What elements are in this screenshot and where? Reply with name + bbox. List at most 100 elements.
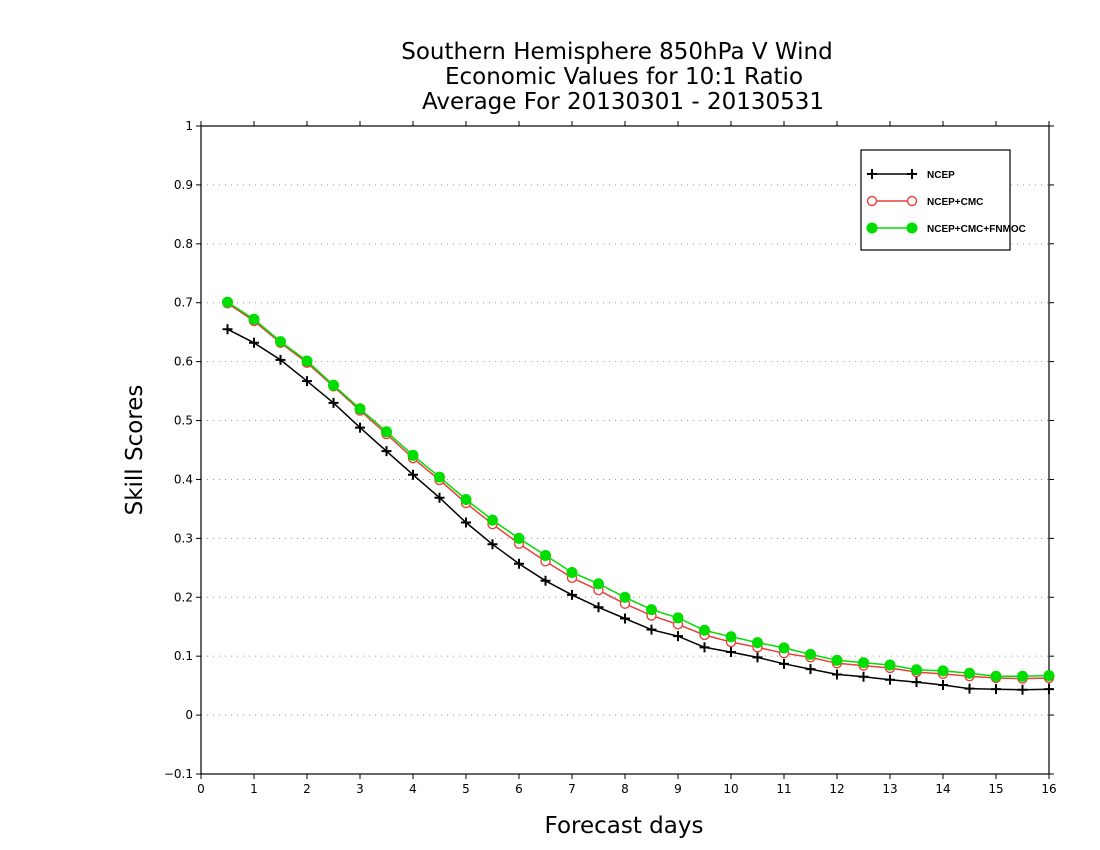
data-point bbox=[1017, 670, 1028, 682]
y-axis-title: Skill Scores bbox=[122, 385, 148, 516]
data-point bbox=[487, 539, 498, 550]
data-point bbox=[460, 493, 472, 505]
series-line bbox=[227, 328, 1050, 691]
data-point bbox=[275, 336, 286, 348]
legend-marker bbox=[866, 195, 878, 207]
y-tick-label: 0 bbox=[185, 708, 193, 722]
data-point bbox=[884, 659, 896, 671]
data-point bbox=[302, 376, 312, 387]
x-tick-label: 2 bbox=[303, 782, 311, 796]
data-point bbox=[831, 654, 843, 666]
y-tick-label: 0.1 bbox=[174, 649, 193, 663]
legend-marker bbox=[906, 195, 918, 207]
series-2 bbox=[222, 296, 1055, 682]
series-line bbox=[227, 302, 1050, 680]
data-point bbox=[381, 446, 392, 457]
data-point bbox=[355, 422, 365, 433]
data-point bbox=[248, 313, 260, 325]
title-line-2: Economic Values for 10:1 Ratio bbox=[445, 64, 803, 90]
data-point bbox=[990, 670, 1002, 682]
data-point bbox=[938, 680, 948, 691]
data-point bbox=[328, 379, 339, 391]
data-point bbox=[301, 355, 313, 367]
title-line-3: Average For 20130301 - 20130531 bbox=[422, 89, 824, 115]
legend-label: NCEP+CMC+FNMOC bbox=[927, 224, 1026, 235]
x-tick-label: 12 bbox=[829, 782, 844, 796]
data-point bbox=[1043, 670, 1055, 682]
data-point bbox=[646, 604, 657, 616]
data-point bbox=[832, 669, 842, 680]
legend-label: NCEP+CMC bbox=[927, 197, 983, 208]
data-point bbox=[752, 652, 763, 663]
x-tick-label: 15 bbox=[988, 782, 1003, 796]
x-tick-label: 4 bbox=[409, 782, 417, 796]
data-point bbox=[646, 624, 657, 635]
x-tick-label: 10 bbox=[723, 782, 738, 796]
data-point bbox=[566, 567, 578, 579]
data-point bbox=[991, 684, 1001, 695]
x-tick-label: 13 bbox=[882, 782, 897, 796]
data-point bbox=[885, 674, 895, 685]
data-point bbox=[461, 517, 471, 528]
data-point bbox=[408, 469, 418, 480]
y-tick-label: 1 bbox=[185, 119, 193, 133]
data-point bbox=[222, 324, 233, 335]
data-point bbox=[964, 683, 975, 694]
data-point bbox=[699, 624, 710, 636]
data-point bbox=[249, 337, 259, 348]
x-tick-label: 6 bbox=[515, 782, 523, 796]
data-point bbox=[805, 664, 816, 675]
data-point bbox=[779, 658, 789, 669]
data-point bbox=[964, 667, 975, 679]
data-point bbox=[567, 589, 577, 600]
data-point bbox=[593, 578, 604, 590]
chart-title: Southern Hemisphere 850hPa V Wind Econom… bbox=[401, 39, 832, 115]
data-point bbox=[725, 631, 737, 643]
y-tick-label: 0.4 bbox=[174, 472, 193, 486]
data-point bbox=[354, 403, 366, 415]
data-point bbox=[275, 354, 286, 365]
data-point bbox=[672, 612, 684, 624]
title-line-1: Southern Hemisphere 850hPa V Wind bbox=[401, 39, 832, 65]
data-point bbox=[699, 642, 710, 653]
data-point bbox=[911, 677, 922, 688]
data-point bbox=[619, 591, 631, 603]
data-point bbox=[858, 657, 869, 669]
grid-lines bbox=[201, 184, 1049, 716]
y-tick-label: −0.1 bbox=[164, 767, 193, 781]
x-tick-label: 5 bbox=[462, 782, 470, 796]
y-tick-label: 0.7 bbox=[174, 296, 193, 310]
data-point bbox=[434, 492, 445, 503]
data-point bbox=[673, 631, 683, 642]
data-point bbox=[858, 671, 869, 682]
series-1 bbox=[222, 298, 1055, 684]
y-tick-label: 0.3 bbox=[174, 531, 193, 545]
x-axis-title: Forecast days bbox=[545, 813, 704, 839]
data-point bbox=[726, 647, 736, 658]
legend-label: NCEP bbox=[927, 170, 955, 181]
x-tick-label: 14 bbox=[935, 782, 950, 796]
x-tick-label: 11 bbox=[776, 782, 791, 796]
data-point bbox=[434, 471, 445, 483]
y-tick-label: 0.6 bbox=[174, 355, 193, 369]
axis-ticks: −0.100.10.20.30.40.50.60.70.80.910 1 2 3 4 5 6… bbox=[164, 119, 1057, 796]
data-point bbox=[513, 532, 525, 544]
x-tick-label: 9 bbox=[674, 782, 682, 796]
data-point bbox=[222, 296, 233, 308]
legend-marker bbox=[866, 222, 878, 234]
legend-marker bbox=[906, 222, 918, 234]
data-point bbox=[540, 575, 551, 586]
legend-marker bbox=[907, 169, 917, 179]
data-point bbox=[1044, 684, 1054, 695]
legend-box bbox=[860, 149, 1011, 251]
data-point bbox=[514, 558, 524, 569]
data-point bbox=[328, 397, 339, 408]
data-point bbox=[778, 642, 790, 654]
data-point bbox=[620, 613, 630, 624]
data-point bbox=[805, 648, 816, 660]
y-tick-label: 0.9 bbox=[174, 178, 193, 192]
data-point bbox=[487, 514, 498, 526]
y-tick-label: 0.5 bbox=[174, 414, 193, 428]
x-tick-label: 8 bbox=[621, 782, 629, 796]
